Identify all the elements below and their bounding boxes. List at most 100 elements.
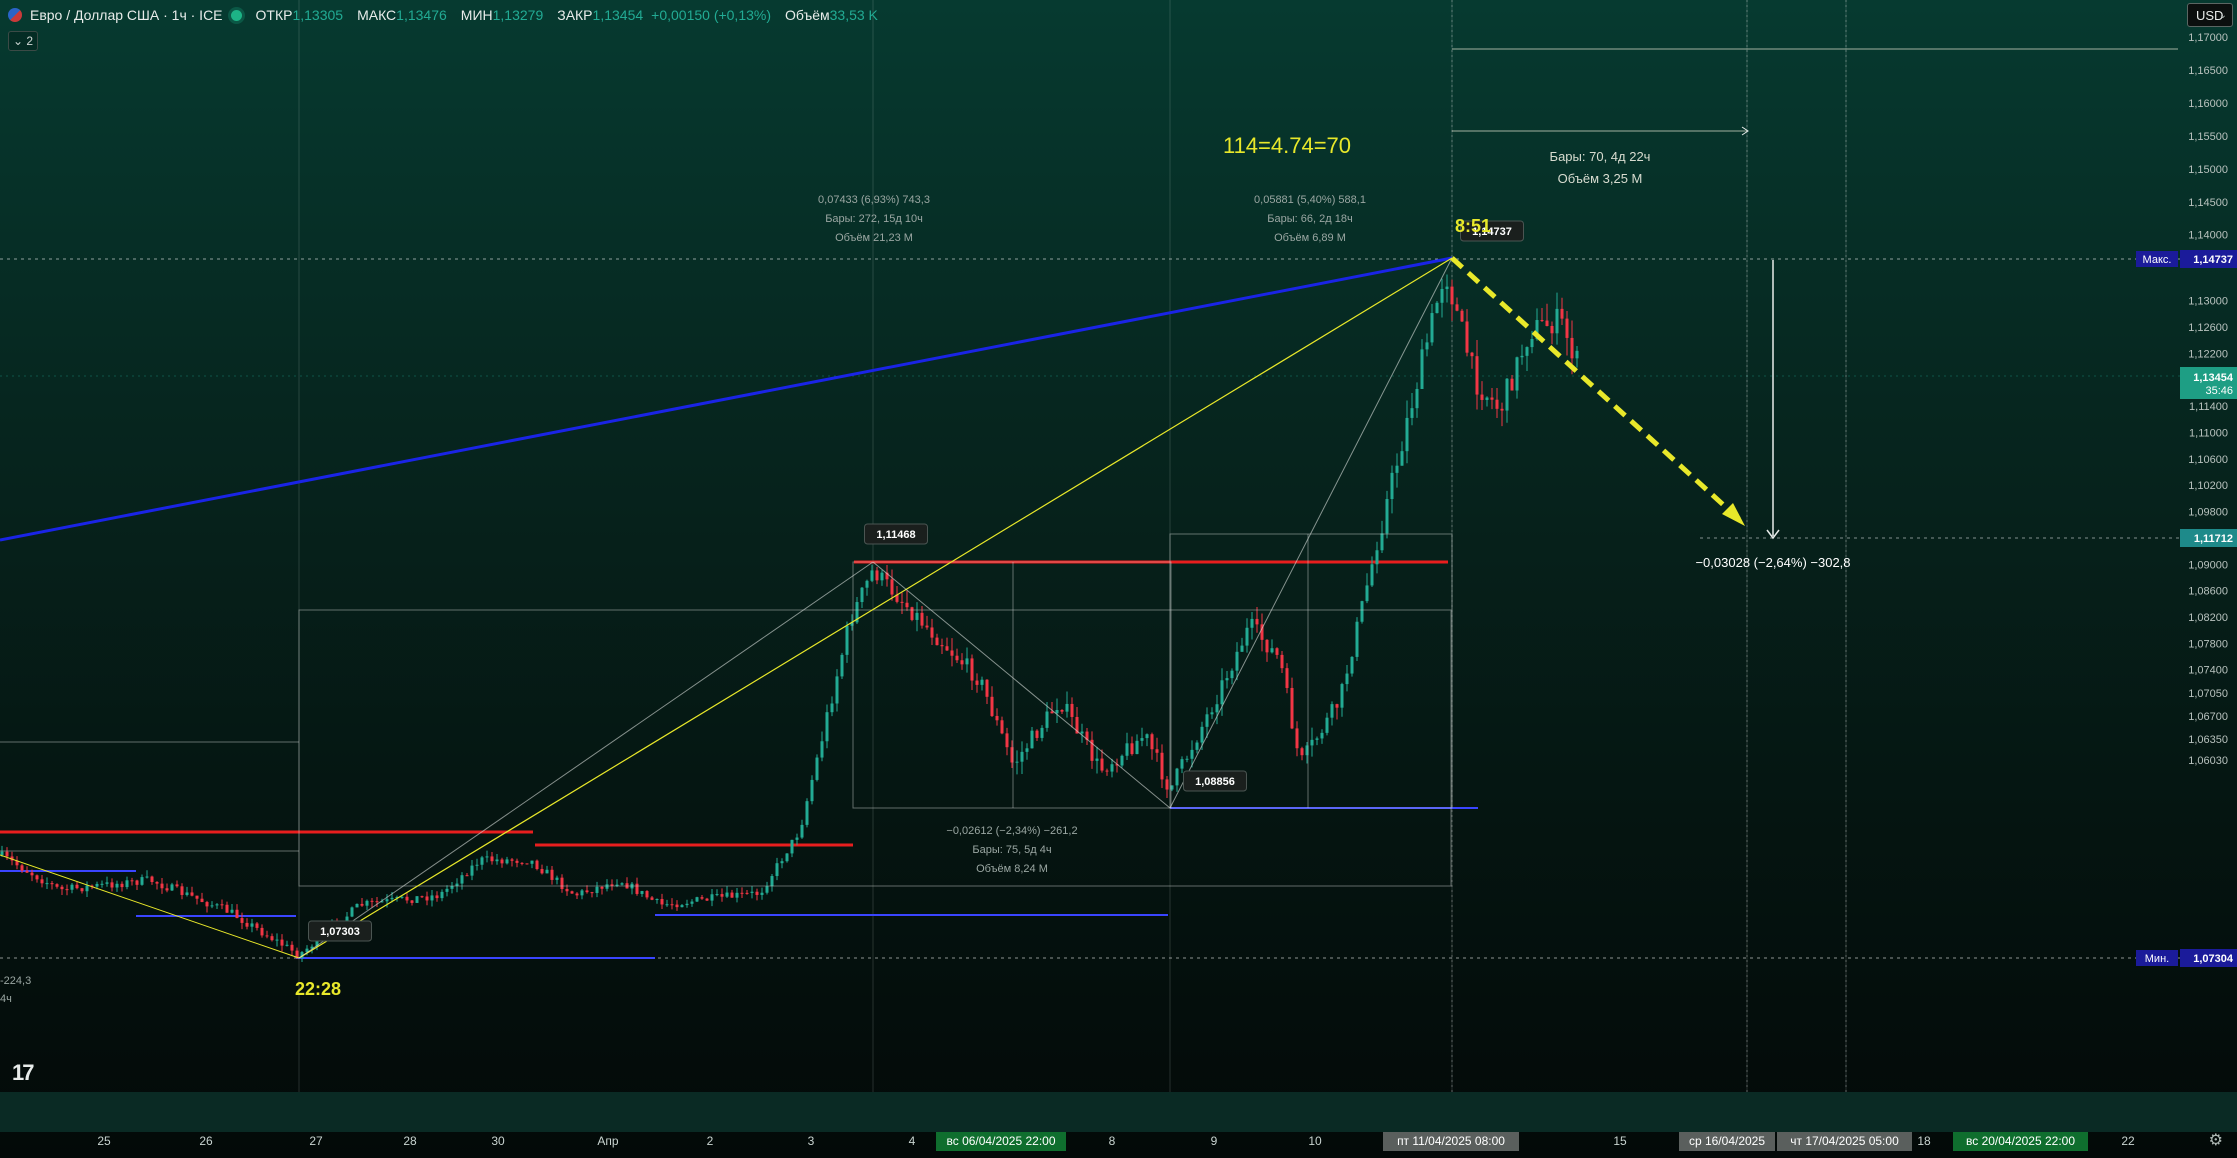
candle-body xyxy=(1200,726,1204,743)
price-axis-label: 1,17000 xyxy=(2188,32,2228,44)
candle-body xyxy=(205,902,209,907)
candle-body xyxy=(430,895,434,901)
candle-body xyxy=(1220,680,1224,705)
price-axis: 1,17000 1,16500 1,16000 1,15500 1,15000 1,145… xyxy=(2136,32,2237,967)
price-axis-label: 1,11400 xyxy=(2189,401,2228,413)
candle-body xyxy=(85,885,89,892)
drawings xyxy=(0,48,2178,959)
symbol-legend[interactable]: Евро / Доллар США · 1ч · ICE ОТКР1,13305… xyxy=(8,5,878,25)
candle-body xyxy=(835,676,839,704)
candle-body xyxy=(695,897,699,902)
projection-target-text: −0,03028 (−2,64%) −302,8 xyxy=(1695,555,1850,570)
candle-body xyxy=(935,637,939,646)
candle-body xyxy=(1355,621,1359,657)
candle-body xyxy=(1295,728,1299,749)
candle-body xyxy=(915,612,919,620)
time-axis-tick: 18 xyxy=(1917,1134,1931,1148)
candle-body xyxy=(450,885,454,889)
candle-body xyxy=(655,899,659,901)
candle-body xyxy=(235,909,239,919)
candle-body xyxy=(670,904,674,906)
time-axis-tick: 3 xyxy=(808,1134,815,1148)
candle-body xyxy=(1475,356,1479,395)
candle-body xyxy=(1275,648,1279,655)
candle-body xyxy=(810,779,814,802)
indicators-toggle-button[interactable]: ⌄ 2 xyxy=(8,31,38,51)
candle-body xyxy=(965,658,969,665)
candle-body xyxy=(1310,739,1314,746)
candle-body xyxy=(80,888,84,892)
candle-body xyxy=(1110,764,1114,772)
price-axis-label: 1,14000 xyxy=(2188,230,2228,242)
candle-body xyxy=(55,884,59,887)
candle-body xyxy=(1205,714,1209,727)
projection-dashed-line xyxy=(1450,256,1742,522)
candle-body xyxy=(120,883,124,888)
candle-body xyxy=(285,944,289,946)
yellow-trendline xyxy=(0,854,300,959)
candle-body xyxy=(105,882,109,884)
measure-box xyxy=(298,609,1452,887)
candle-body xyxy=(1435,302,1439,314)
candle-body xyxy=(680,905,684,908)
candle-body xyxy=(520,862,524,864)
candle-body xyxy=(730,892,734,898)
candle-body xyxy=(20,865,24,871)
candle-body xyxy=(845,625,849,655)
symbol-title[interactable]: Евро / Доллар США · 1ч · ICE xyxy=(30,7,223,23)
candle-body xyxy=(990,696,994,716)
candle-body xyxy=(260,927,264,936)
projection-volume-text: Объём 3,25 M xyxy=(1558,171,1643,186)
candle-body xyxy=(565,888,569,892)
candle-body xyxy=(970,658,974,681)
candle-body xyxy=(150,876,154,882)
candle-body xyxy=(980,679,984,685)
candle-body xyxy=(470,865,474,876)
gear-icon[interactable]: ⚙ xyxy=(2208,1132,2223,1149)
measure-text: Бары: 75, 5д 4ч xyxy=(972,844,1051,856)
measure-text: Объём 6,89 M xyxy=(1274,232,1346,244)
candle-body xyxy=(590,892,594,894)
time-axis-tick: 28 xyxy=(403,1134,417,1148)
time-axis-highlight-bg xyxy=(1383,1131,1519,1151)
candle-body xyxy=(1300,748,1304,756)
tradingview-logo[interactable]: 17 xyxy=(12,1060,35,1085)
candle-body xyxy=(1190,749,1194,759)
candle-body xyxy=(1465,321,1469,353)
low-price-label-bg xyxy=(308,920,372,942)
measure-text: -224,3 xyxy=(0,975,31,987)
candle-body xyxy=(1130,743,1134,755)
candle-body xyxy=(600,886,604,889)
candle-body xyxy=(1425,342,1429,350)
chevron-down-icon: ⌄ xyxy=(2218,10,2227,21)
projection-bars-text: Бары: 70, 4д 22ч xyxy=(1550,149,1651,164)
candle-body xyxy=(1445,286,1449,290)
price-axis-label: 1,16500 xyxy=(2188,65,2228,77)
currency-select[interactable]: USD ⌄ xyxy=(2187,3,2233,27)
candle-body xyxy=(370,900,374,902)
yellow-trendline xyxy=(298,257,1453,959)
market-status-icon[interactable] xyxy=(230,9,242,21)
peak-price-label: 1,14737 xyxy=(1472,226,1512,238)
candle-body xyxy=(605,884,609,889)
candle-body xyxy=(100,883,104,885)
candle-body xyxy=(685,903,689,906)
target-price-tag-value: 1,11712 xyxy=(2194,533,2233,545)
candle-body xyxy=(925,625,929,628)
candle-body xyxy=(360,903,364,906)
price-axis-label: 1,12600 xyxy=(2188,322,2228,334)
candle-body xyxy=(290,944,294,951)
arrow-head-icon xyxy=(1766,529,1780,540)
candle-body xyxy=(960,660,964,665)
ohlc-low: МИН1,13279 xyxy=(460,7,544,23)
candle-body xyxy=(355,903,359,908)
candle-body xyxy=(40,879,44,884)
time-axis-highlight: ср 16/04/2025 xyxy=(1689,1134,1765,1148)
candle-body xyxy=(1085,731,1089,740)
candle-body xyxy=(1160,752,1164,780)
candle-body xyxy=(1025,748,1029,752)
candle-body xyxy=(1365,585,1369,602)
candle-body xyxy=(1555,308,1559,334)
candle-body xyxy=(1525,347,1529,356)
